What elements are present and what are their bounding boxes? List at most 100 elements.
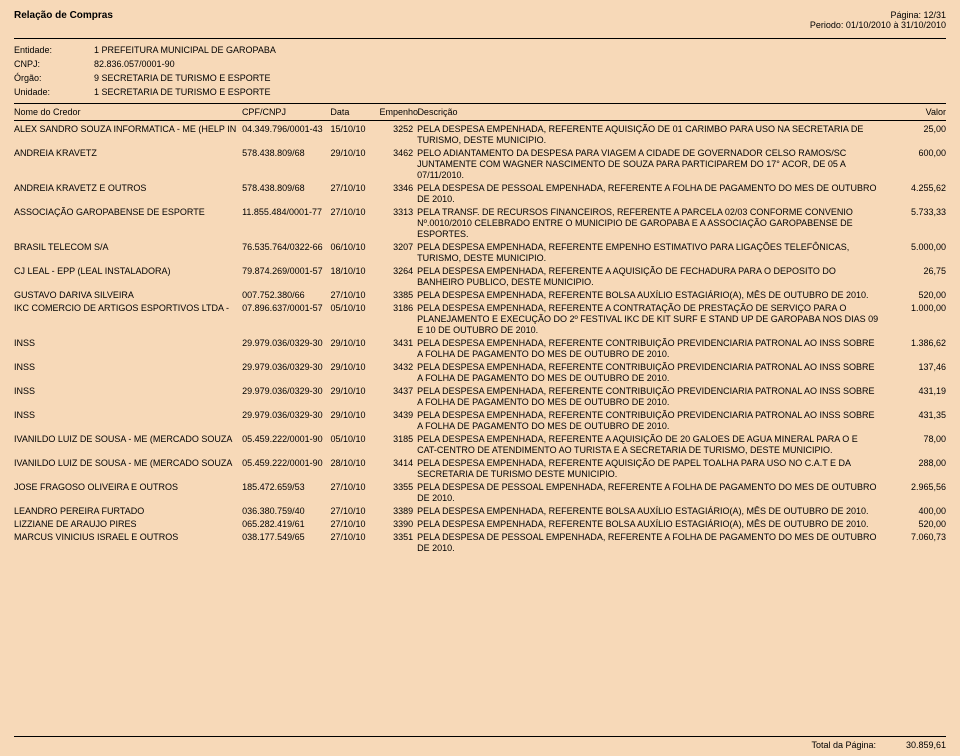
- cell-desc: PELA DESPESA DE PESSOAL EMPENHADA, REFER…: [417, 482, 887, 504]
- cell-data: 27/10/10: [331, 207, 380, 218]
- orgao-label: Órgão:: [14, 71, 84, 85]
- period: Periodo: 01/10/2010 à 31/10/2010: [810, 20, 946, 30]
- cell-credor: LIZZIANE DE ARAUJO PIRES: [14, 519, 242, 530]
- table-row: MARCUS VINICIUS ISRAEL E OUTROS038.177.5…: [14, 531, 946, 555]
- table-row: INSS29.979.036/0329-3029/10/103431PELA D…: [14, 337, 946, 361]
- page-total-label: Total da Página:: [811, 740, 876, 750]
- cell-cpf: 05.459.222/0001-90: [242, 458, 330, 469]
- cell-cpf: 065.282.419/61: [242, 519, 330, 530]
- page-number: Página: 12/31: [810, 10, 946, 20]
- cell-cpf: 07.896.637/0001-57: [242, 303, 330, 314]
- table-row: ANDREIA KRAVETZ E OUTROS578.438.809/6827…: [14, 182, 946, 206]
- cell-credor: BRASIL TELECOM S/A: [14, 242, 242, 253]
- col-credor: Nome do Credor: [14, 107, 242, 117]
- report-page: Relação de Compras Página: 12/31 Periodo…: [0, 0, 960, 756]
- cell-emp: 3432: [380, 362, 417, 373]
- cell-cpf: 29.979.036/0329-30: [242, 410, 330, 421]
- cell-desc: PELA DESPESA EMPENHADA, REFERENTE A AQUI…: [417, 266, 887, 288]
- cell-data: 27/10/10: [331, 290, 380, 301]
- cell-valor: 2.965,56: [887, 482, 946, 493]
- cell-emp: 3186: [380, 303, 417, 314]
- cell-emp: 3207: [380, 242, 417, 253]
- col-cpf: CPF/CNPJ: [242, 107, 330, 117]
- cell-data: 05/10/10: [331, 303, 380, 314]
- cell-data: 27/10/10: [331, 506, 380, 517]
- cell-desc: PELA DESPESA EMPENHADA, REFERENTE CONTRI…: [417, 338, 887, 360]
- cell-emp: 3313: [380, 207, 417, 218]
- orgao-row: Órgão: 9 SECRETARIA DE TURISMO E ESPORTE: [14, 71, 946, 85]
- cell-credor: IKC COMERCIO DE ARTIGOS ESPORTIVOS LTDA …: [14, 303, 242, 314]
- cell-desc: PELA DESPESA EMPENHADA, REFERENTE CONTRI…: [417, 362, 887, 384]
- cell-desc: PELA DESPESA EMPENHADA, REFERENTE CONTRI…: [417, 386, 887, 408]
- table-row: LEANDRO PEREIRA FURTADO036.380.759/4027/…: [14, 505, 946, 518]
- cell-emp: 3414: [380, 458, 417, 469]
- table-row: GUSTAVO DARIVA SILVEIRA007.752.380/6627/…: [14, 289, 946, 302]
- table-row: IKC COMERCIO DE ARTIGOS ESPORTIVOS LTDA …: [14, 302, 946, 337]
- cell-data: 29/10/10: [331, 362, 380, 373]
- cell-data: 29/10/10: [331, 410, 380, 421]
- unidade-label: Unidade:: [14, 85, 84, 99]
- cell-cpf: 578.438.809/68: [242, 183, 330, 194]
- cell-data: 06/10/10: [331, 242, 380, 253]
- header-right: Página: 12/31 Periodo: 01/10/2010 à 31/1…: [810, 10, 946, 30]
- report-title: Relação de Compras: [14, 10, 113, 21]
- cell-cpf: 04.349.796/0001-43: [242, 124, 330, 135]
- cell-emp: 3437: [380, 386, 417, 397]
- cell-data: 27/10/10: [331, 482, 380, 493]
- table-row: BRASIL TELECOM S/A76.535.764/0322-6606/1…: [14, 241, 946, 265]
- cell-valor: 25,00: [887, 124, 946, 135]
- cell-emp: 3185: [380, 434, 417, 445]
- cell-desc: PELA DESPESA EMPENHADA, REFERENTE BOLSA …: [417, 506, 887, 517]
- cell-emp: 3462: [380, 148, 417, 159]
- cell-valor: 400,00: [887, 506, 946, 517]
- cell-cpf: 29.979.036/0329-30: [242, 386, 330, 397]
- col-descricao: Descrição: [417, 107, 887, 117]
- cell-valor: 431,35: [887, 410, 946, 421]
- cell-valor: 600,00: [887, 148, 946, 159]
- cell-data: 15/10/10: [331, 124, 380, 135]
- cell-cpf: 76.535.764/0322-66: [242, 242, 330, 253]
- cell-credor: INSS: [14, 386, 242, 397]
- cell-credor: ANDREIA KRAVETZ: [14, 148, 242, 159]
- cell-emp: 3346: [380, 183, 417, 194]
- cell-emp: 3431: [380, 338, 417, 349]
- cell-emp: 3264: [380, 266, 417, 277]
- col-valor: Valor: [887, 107, 946, 117]
- table-row: INSS29.979.036/0329-3029/10/103439PELA D…: [14, 409, 946, 433]
- table-row: INSS29.979.036/0329-3029/10/103432PELA D…: [14, 361, 946, 385]
- cell-data: 28/10/10: [331, 458, 380, 469]
- cell-credor: INSS: [14, 338, 242, 349]
- cell-desc: PELA DESPESA EMPENHADA, REFERENTE BOLSA …: [417, 290, 887, 301]
- table-row: ASSOCIAÇÃO GAROPABENSE DE ESPORTE11.855.…: [14, 206, 946, 241]
- cnpj-label: CNPJ:: [14, 57, 84, 71]
- cell-cpf: 185.472.659/53: [242, 482, 330, 493]
- cell-credor: ANDREIA KRAVETZ E OUTROS: [14, 183, 242, 194]
- cell-data: 27/10/10: [331, 183, 380, 194]
- col-empenho: Empenho: [379, 107, 417, 117]
- cell-emp: 3389: [380, 506, 417, 517]
- cell-valor: 520,00: [887, 519, 946, 530]
- cell-credor: CJ LEAL - EPP (LEAL INSTALADORA): [14, 266, 242, 277]
- cell-data: 29/10/10: [331, 338, 380, 349]
- table-row: ALEX SANDRO SOUZA INFORMATICA - ME (HELP…: [14, 123, 946, 147]
- cell-valor: 137,46: [887, 362, 946, 373]
- cnpj-row: CNPJ: 82.836.057/0001-90: [14, 57, 946, 71]
- cell-cpf: 578.438.809/68: [242, 148, 330, 159]
- cell-desc: PELA DESPESA EMPENHADA, REFERENTE AQUISI…: [417, 124, 887, 146]
- cell-cpf: 29.979.036/0329-30: [242, 338, 330, 349]
- cell-data: 18/10/10: [331, 266, 380, 277]
- table-row: IVANILDO LUIZ DE SOUSA - ME (MERCADO SOU…: [14, 433, 946, 457]
- cell-valor: 1.000,00: [887, 303, 946, 314]
- rows-container: ALEX SANDRO SOUZA INFORMATICA - ME (HELP…: [14, 121, 946, 555]
- cell-credor: JOSE FRAGOSO OLIVEIRA E OUTROS: [14, 482, 242, 493]
- unidade-row: Unidade: 1 SECRETARIA DE TURISMO E ESPOR…: [14, 85, 946, 99]
- cell-valor: 5.733,33: [887, 207, 946, 218]
- cell-cpf: 79.874.269/0001-57: [242, 266, 330, 277]
- cell-credor: ASSOCIAÇÃO GAROPABENSE DE ESPORTE: [14, 207, 242, 218]
- cell-credor: INSS: [14, 362, 242, 373]
- cell-desc: PELA DESPESA DE PESSOAL EMPENHADA, REFER…: [417, 183, 887, 205]
- cell-cpf: 05.459.222/0001-90: [242, 434, 330, 445]
- table-row: ANDREIA KRAVETZ578.438.809/6829/10/10346…: [14, 147, 946, 182]
- cell-emp: 3439: [380, 410, 417, 421]
- cell-cpf: 11.855.484/0001-77: [242, 207, 330, 218]
